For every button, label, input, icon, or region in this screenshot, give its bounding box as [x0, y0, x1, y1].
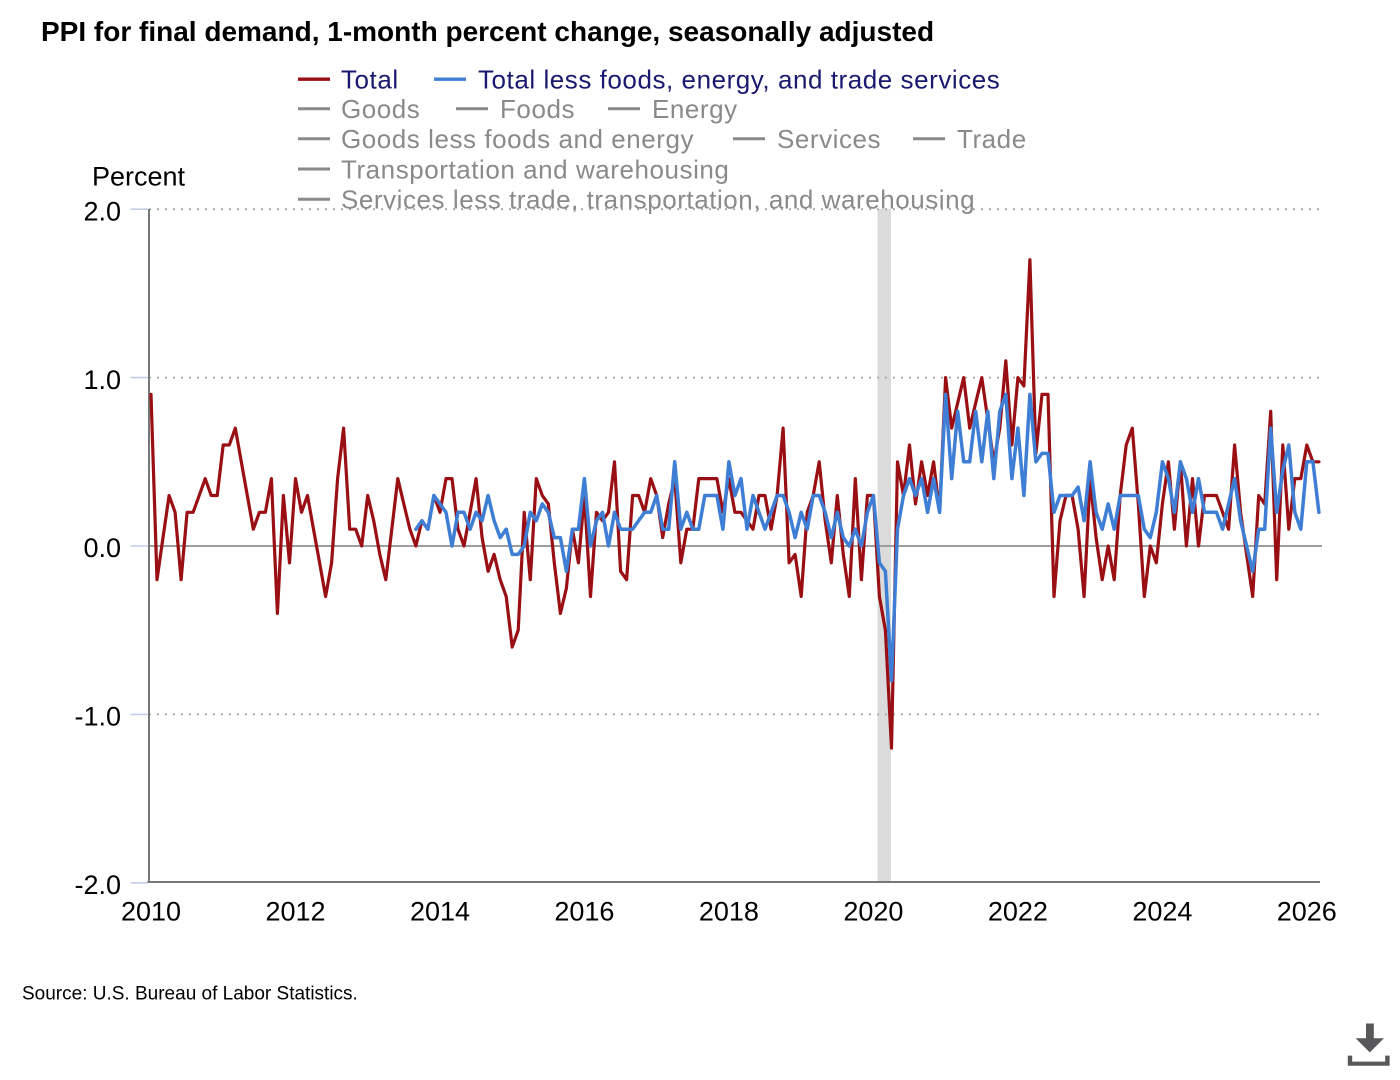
svg-text:Goods: Goods [341, 94, 420, 124]
svg-text:PPI for final demand, 1-month: PPI for final demand, 1-month percent ch… [41, 16, 934, 47]
svg-text:2012: 2012 [265, 897, 325, 927]
svg-text:2026: 2026 [1277, 897, 1337, 927]
svg-text:Percent: Percent [92, 162, 186, 192]
svg-text:2024: 2024 [1132, 897, 1192, 927]
svg-text:Total less foods, energy, and: Total less foods, energy, and trade serv… [478, 65, 1000, 95]
svg-text:2022: 2022 [988, 897, 1048, 927]
svg-text:2014: 2014 [410, 897, 470, 927]
svg-text:Services less trade, transport: Services less trade, transportation, and… [341, 185, 975, 215]
svg-text:Total: Total [341, 65, 399, 95]
svg-text:2.0: 2.0 [83, 196, 121, 226]
svg-text:Goods less foods and energy: Goods less foods and energy [341, 124, 694, 154]
svg-text:Transportation and warehousing: Transportation and warehousing [341, 154, 729, 184]
svg-text:2020: 2020 [843, 897, 903, 927]
svg-text:2010: 2010 [121, 897, 181, 927]
svg-text:Trade: Trade [957, 124, 1027, 154]
svg-text:Services: Services [777, 124, 881, 154]
svg-text:1.0: 1.0 [83, 365, 121, 395]
svg-text:-2.0: -2.0 [74, 870, 121, 900]
svg-text:-1.0: -1.0 [74, 702, 121, 732]
svg-text:2018: 2018 [699, 897, 759, 927]
svg-text:Energy: Energy [652, 94, 738, 124]
svg-text:Source: U.S. Bureau of Labor S: Source: U.S. Bureau of Labor Statistics. [22, 984, 358, 1005]
svg-text:0.0: 0.0 [83, 533, 121, 563]
svg-text:Foods: Foods [500, 94, 575, 124]
svg-text:2016: 2016 [554, 897, 614, 927]
